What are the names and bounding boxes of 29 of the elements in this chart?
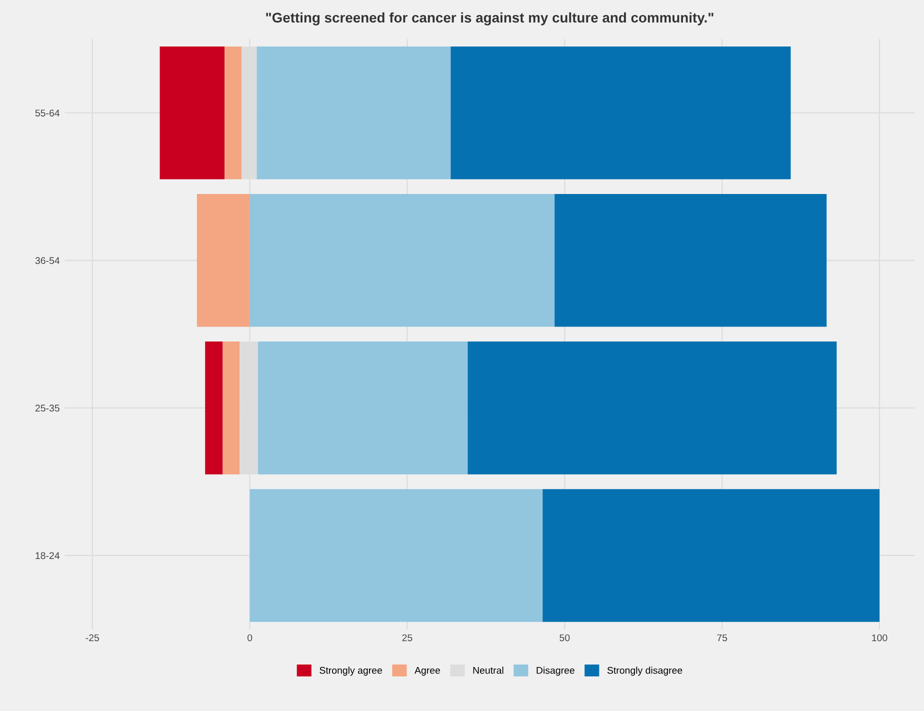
- bar: [160, 46, 225, 180]
- bar: [468, 342, 837, 474]
- bar: [554, 194, 827, 327]
- legend-label: Agree: [414, 666, 440, 676]
- bar: [256, 46, 451, 180]
- y-tick-label: 55-64: [35, 110, 60, 116]
- y-tick-label: 36-54: [35, 257, 60, 264]
- bar: [250, 489, 543, 622]
- x-tick-label: -25: [86, 634, 100, 642]
- x-tick-label: 25: [402, 634, 412, 642]
- y-tick-label: 18-24: [36, 552, 60, 560]
- legend-label: Strongly agree: [320, 666, 382, 676]
- y-tick-label: 25-35: [35, 404, 60, 412]
- bar: [258, 342, 468, 474]
- chart-title: "Getting screened for cancer is against my culture and community.": [266, 12, 714, 26]
- legend-label: Strongly disagree: [607, 666, 682, 676]
- bar: [205, 342, 223, 474]
- bar: [450, 46, 791, 180]
- bar: [222, 342, 240, 474]
- bar: [250, 194, 555, 327]
- legend-label: Disagree: [536, 666, 574, 676]
- x-tick-label: 75: [717, 634, 728, 642]
- x-tick-label: 0: [247, 634, 252, 642]
- bar: [196, 194, 250, 327]
- legend-label: Neutral: [473, 666, 504, 674]
- x-tick-label: 50: [560, 634, 570, 642]
- x-tick-label: 100: [872, 634, 888, 642]
- bar: [224, 46, 242, 180]
- bar: [542, 489, 880, 622]
